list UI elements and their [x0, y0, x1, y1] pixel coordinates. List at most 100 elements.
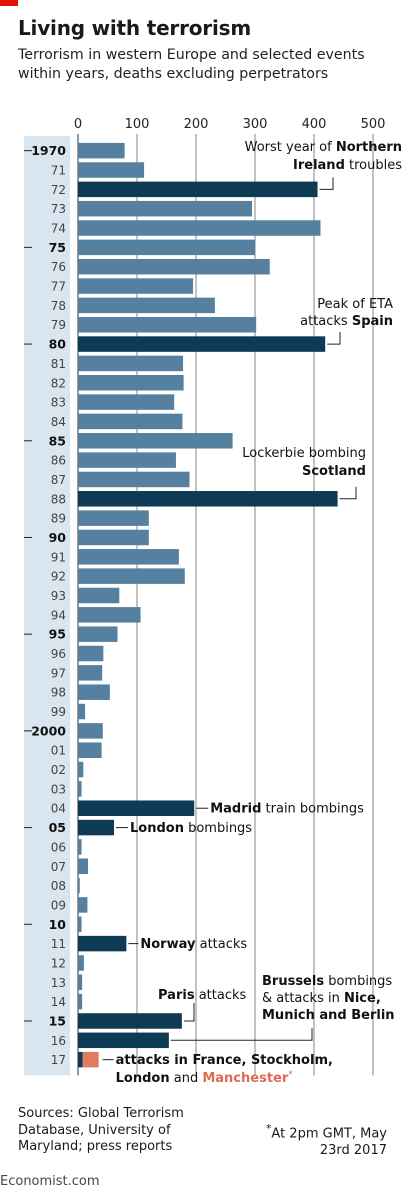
annotation-line: Brussels bombings	[262, 974, 392, 989]
annotation-line: Munich and Berlin	[262, 1008, 395, 1023]
bar	[78, 703, 86, 720]
annotation-line: Worst year of Northern	[245, 140, 402, 155]
bar	[78, 993, 83, 1010]
year-label: 94	[51, 608, 66, 622]
annotation-15: Paris attacks	[158, 988, 246, 1003]
year-label: 87	[51, 473, 66, 487]
annotation-04: Madrid train bombings	[210, 802, 364, 817]
bar	[78, 916, 82, 933]
year-label: 75	[49, 240, 66, 255]
year-label: 98	[51, 686, 66, 700]
year-label: 93	[51, 589, 66, 603]
x-tick-label: 500	[361, 117, 386, 132]
bar	[78, 858, 89, 874]
annotation-text: Manchester	[202, 1071, 289, 1086]
annotation-line: Madrid train bombings	[210, 802, 364, 817]
annotation-line: attacks Spain	[300, 314, 393, 329]
bar	[78, 394, 175, 410]
year-label: 88	[51, 492, 66, 506]
year-label: 80	[49, 337, 67, 352]
bar	[78, 297, 215, 314]
annotation-80: Peak of ETA attacks Spain	[300, 297, 393, 329]
year-label: 73	[51, 202, 66, 216]
year-label: 84	[51, 415, 66, 429]
bar	[78, 955, 84, 971]
annotation-line: Paris attacks	[158, 988, 246, 1003]
year-label: 81	[51, 357, 66, 371]
year-label: 02	[51, 763, 66, 777]
annotation-text: troubles	[345, 158, 402, 173]
bar	[78, 529, 149, 546]
bar	[78, 258, 270, 275]
bar	[78, 626, 118, 642]
leader-line-80	[327, 332, 341, 345]
year-label: 83	[51, 396, 66, 410]
sources-note: Sources: Global Terrorism Database, Univ…	[18, 1106, 184, 1154]
annotation-11: Norway attacks	[140, 937, 247, 952]
annotation-text: Scotland	[302, 464, 366, 479]
bar	[78, 665, 103, 681]
year-label: 03	[51, 782, 66, 796]
annotation-text: Madrid	[210, 802, 261, 817]
year-label: 74	[51, 222, 66, 236]
annotation-text: Munich and Berlin	[262, 1008, 395, 1023]
x-tick-label: 100	[125, 117, 150, 132]
bar	[78, 684, 110, 700]
annotation-line: London and Manchester*	[116, 1070, 294, 1086]
year-label: 72	[51, 183, 66, 197]
year-label: 07	[51, 860, 66, 874]
bar	[78, 162, 145, 178]
bar	[78, 220, 321, 236]
annotation-text: Lockerbie bombing	[242, 446, 366, 461]
year-label: 91	[51, 550, 66, 564]
annotation-17: attacks in France, Stockholm, London and …	[116, 1053, 333, 1086]
chart-subtitle: Terrorism in western Europe and selected…	[18, 47, 365, 82]
bar	[78, 278, 194, 294]
footnote: *At 2pm GMT, May 23rd 2017	[237, 1121, 387, 1159]
x-tick-label: 300	[243, 117, 268, 132]
year-label: 1970	[31, 143, 66, 158]
year-label: 17	[51, 1053, 66, 1067]
year-label: 86	[51, 454, 66, 468]
annotation-text: Northern	[336, 140, 402, 155]
bar	[78, 316, 257, 333]
year-label: 05	[49, 820, 66, 835]
bar	[78, 839, 82, 855]
annotation-text: & attacks in	[262, 991, 344, 1006]
bar	[78, 433, 233, 449]
bar	[78, 568, 185, 584]
bar	[78, 239, 255, 256]
annotation-text: train bombings	[261, 802, 364, 817]
year-label: 96	[51, 647, 66, 661]
annotation-text: Worst year of	[245, 140, 336, 155]
annotation-line: Norway attacks	[140, 937, 247, 952]
year-label: 16	[51, 1034, 66, 1048]
x-tick-label: 200	[184, 117, 209, 132]
footnote-marker: *	[265, 1122, 272, 1135]
bar	[78, 1051, 83, 1068]
annotation-text: Peak of ETA	[317, 297, 393, 312]
year-axis-panel	[24, 136, 70, 1076]
annotation-text: attacks	[300, 314, 352, 329]
year-label: 76	[51, 260, 66, 274]
annotation-text: attacks in France, Stockholm,	[116, 1053, 333, 1068]
chart-title: Living with terrorism	[18, 16, 251, 40]
annotation-text: attacks	[195, 937, 247, 952]
annotation-line: & attacks in Nice,	[262, 991, 381, 1006]
bar	[78, 607, 141, 623]
annotation-text: Spain	[352, 314, 393, 329]
year-label: 92	[51, 570, 66, 584]
annotation-text: bombings	[324, 974, 392, 989]
year-label: 99	[51, 705, 66, 719]
year-label: 95	[49, 627, 66, 642]
bar	[78, 800, 195, 816]
bar	[78, 413, 183, 430]
annotation-text: *	[288, 1070, 293, 1080]
year-label: 04	[51, 802, 66, 816]
annotation-line: Scotland	[302, 464, 366, 479]
year-label: 10	[49, 917, 67, 932]
bar	[78, 761, 84, 778]
annotation-line: London bombings	[130, 821, 252, 836]
year-label: 85	[49, 433, 66, 448]
bar	[78, 336, 326, 352]
